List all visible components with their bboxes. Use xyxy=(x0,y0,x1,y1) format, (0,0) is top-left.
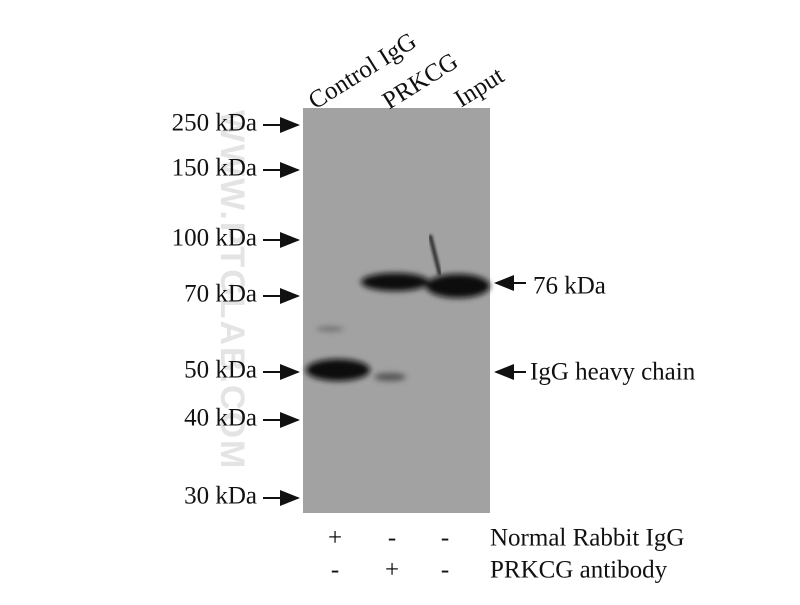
band xyxy=(361,273,429,291)
band xyxy=(374,373,406,381)
annotations: 76 kDa IgG heavy chain xyxy=(494,273,696,386)
annotation: IgG heavy chain xyxy=(530,359,696,386)
blot-membrane xyxy=(303,108,490,513)
marker-label: 150 kDa xyxy=(172,155,257,182)
watermark: WWW.PTGLAB.COM xyxy=(213,110,251,470)
lane-labels: Control IgG PRKCG Input xyxy=(304,28,509,115)
marker-label: 100 kDa xyxy=(172,225,257,252)
band xyxy=(426,274,490,298)
annotation: 76 kDa xyxy=(533,273,606,300)
marker-labels: 250 kDa 150 kDa 100 kDa 70 kDa 50 kDa 40 kDa 3… xyxy=(172,110,300,510)
bands xyxy=(306,273,490,381)
marker-label: 30 kDa xyxy=(184,483,257,510)
band xyxy=(316,327,344,331)
condition-label: PRKCG antibody xyxy=(490,557,668,584)
marker-label: 50 kDa xyxy=(184,357,257,384)
condition-sign: - xyxy=(388,525,396,552)
smear xyxy=(428,234,442,276)
condition-label: Normal Rabbit IgG xyxy=(490,525,684,552)
condition-sign: - xyxy=(441,557,449,584)
condition-sign: + xyxy=(328,525,342,552)
condition-sign: + xyxy=(385,557,399,584)
marker-label: 70 kDa xyxy=(184,281,257,308)
marker-label: 250 kDa xyxy=(172,110,257,137)
marker-label: 40 kDa xyxy=(184,405,257,432)
band xyxy=(306,359,370,381)
conditions: + - - Normal Rabbit IgG - + - PRKCG antibody xyxy=(328,525,684,584)
condition-sign: - xyxy=(441,525,449,552)
blot-shade xyxy=(303,108,490,513)
condition-sign: - xyxy=(331,557,339,584)
